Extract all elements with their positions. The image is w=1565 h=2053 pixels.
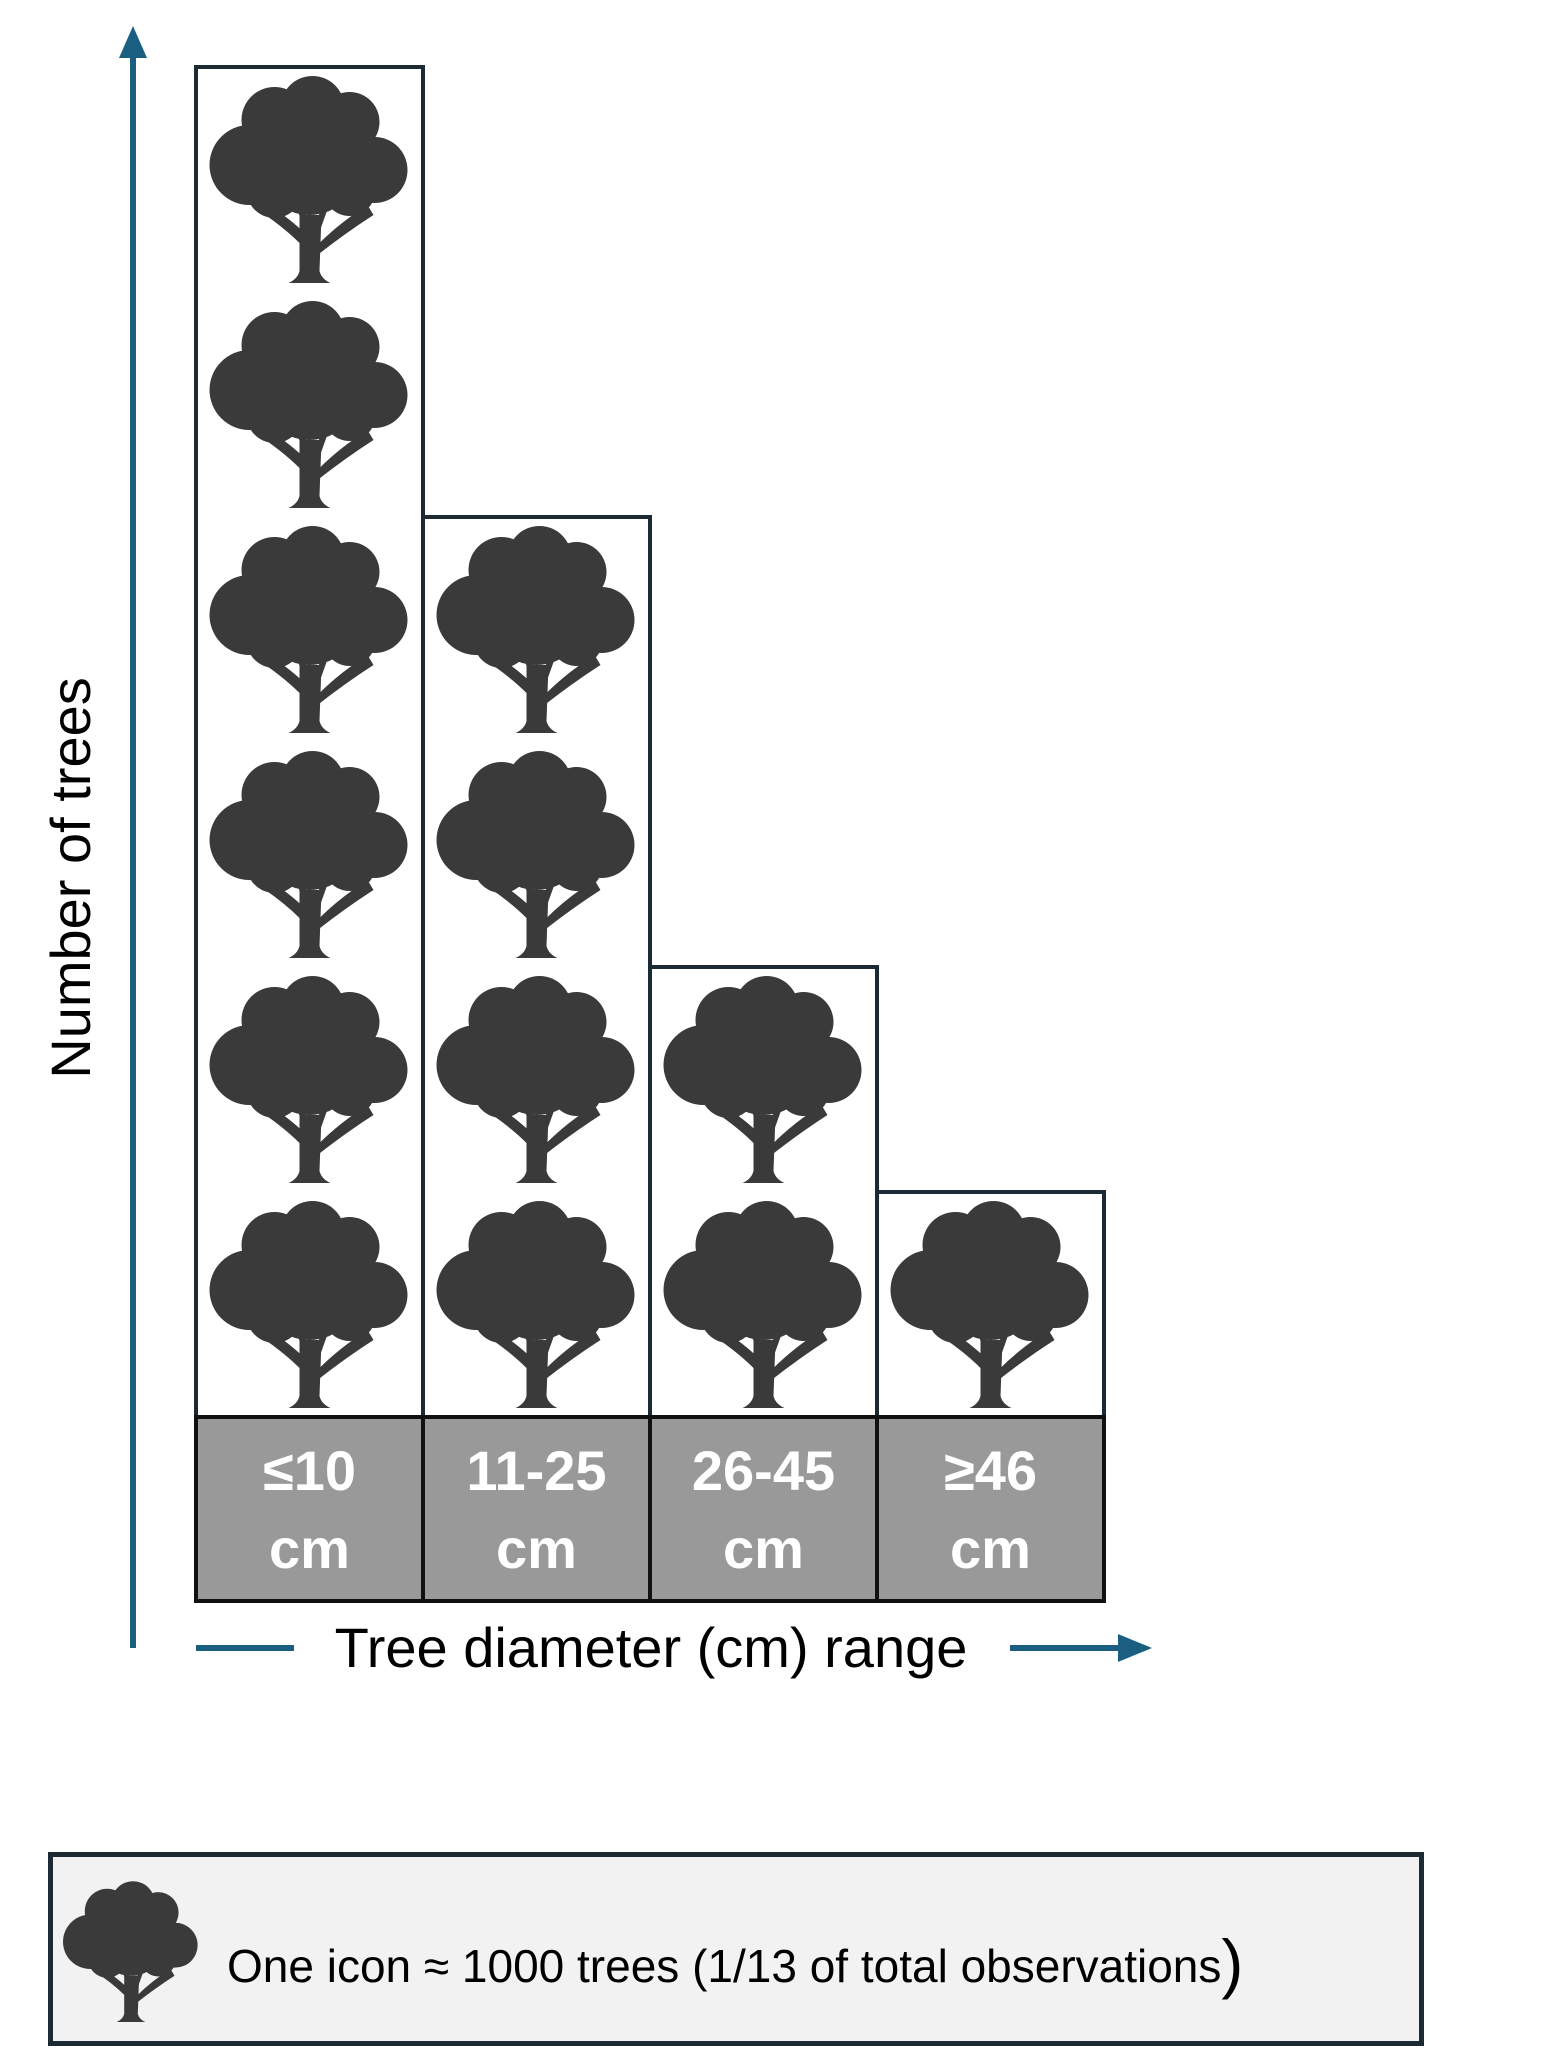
tree-icon bbox=[63, 1881, 198, 2023]
category-label-line1: 11-25 bbox=[466, 1439, 606, 1502]
category-label-line2: cm bbox=[723, 1517, 804, 1580]
category-label-line1: ≤10 bbox=[263, 1439, 356, 1502]
category-label-line1: ≥46 bbox=[944, 1439, 1037, 1502]
y-axis-label: Number of trees bbox=[39, 677, 102, 1079]
category-labels: ≤10 cm 11-25 cm 26-45 cm ≥46 cm bbox=[194, 1415, 1106, 1603]
x-axis-arrowhead bbox=[1118, 1634, 1152, 1662]
category-label-line2: cm bbox=[269, 1517, 350, 1580]
bar-0 bbox=[194, 65, 425, 1419]
category-label-line2: cm bbox=[950, 1517, 1031, 1580]
legend-closing-paren: ) bbox=[1221, 1926, 1244, 2000]
category-label-line1: 26-45 bbox=[692, 1439, 835, 1502]
legend: One icon ≈ 1000 trees (1/13 of total obs… bbox=[48, 1852, 1424, 2046]
bars bbox=[194, 65, 1106, 1419]
category-label-line2: cm bbox=[496, 1517, 577, 1580]
chart: Number of trees Tree diameter (cm) range… bbox=[39, 26, 1152, 1679]
y-axis-arrowhead bbox=[119, 26, 147, 58]
legend-text: One icon ≈ 1000 trees (1/13 of total obs… bbox=[227, 1921, 1244, 2000]
legend-text-body: One icon ≈ 1000 trees (1/13 of total obs… bbox=[227, 1940, 1222, 1992]
category-cell-3 bbox=[875, 1415, 1106, 1603]
category-cell-0 bbox=[194, 1415, 425, 1603]
category-cell-1 bbox=[421, 1415, 652, 1603]
x-axis-label: Tree diameter (cm) range bbox=[335, 1616, 968, 1679]
